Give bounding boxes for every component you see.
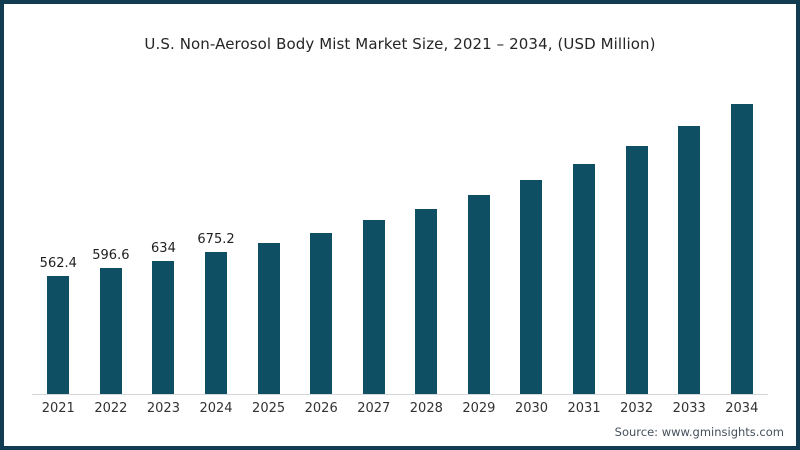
chart-title: U.S. Non-Aerosol Body Mist Market Size, … [144,35,656,53]
x-tick-label: 2028 [409,401,443,416]
bar [47,275,70,394]
x-axis: 2021 2022 2023 2024 2025 2026 2027 2028 2029 2030… [32,395,768,416]
x-tick-label: 2023 [146,401,180,416]
bar [362,220,385,394]
bar-column: 675.2 [190,232,243,394]
x-tick-label: 2021 [41,401,75,416]
bar-column: 634 [137,240,190,394]
x-tick-label: 2026 [304,401,338,416]
bar-column [558,144,611,394]
bar-value-label: 596.6 [92,248,130,264]
x-tick-label: 2027 [357,401,391,416]
x-tick-label: 2030 [514,401,549,416]
x-tick-label: 2032 [620,401,654,416]
bar [415,208,438,394]
bar-value-label: 675.2 [197,231,235,247]
x-tick-label: 2025 [252,401,286,416]
plot-area: 562.4 596.6 634 675.2 [32,95,768,395]
bar-column [610,126,663,394]
bar-value-label: 634 [151,240,176,256]
bar-column [242,223,295,394]
x-tick-label: 2029 [462,401,496,416]
bar-column: 562.4 [32,256,85,394]
bar [257,242,280,394]
bar [99,268,122,394]
bar [573,164,596,394]
bar [678,126,701,394]
x-tick-label: 2034 [725,401,759,416]
bar-column [295,213,348,394]
bar-column [716,84,769,394]
bar-column [453,175,506,394]
bar-value-label: 562.4 [39,255,77,271]
bar-column [505,160,558,394]
bar-column [663,106,716,394]
bar [310,232,333,394]
x-tick-label: 2022 [94,401,128,416]
source-attribution: Source: www.gminsights.com [614,425,784,439]
bar [520,179,543,394]
bar-column: 596.6 [85,248,138,394]
bar [205,251,228,394]
bar [152,260,175,394]
x-tick-label: 2033 [672,401,706,416]
bar-chart: 562.4 596.6 634 675.2 2021 2022 2023 2024 2025 2… [32,95,768,416]
bar [625,146,648,394]
x-tick-label: 2024 [199,401,233,416]
bar-column [400,189,453,394]
bar [467,195,490,394]
x-tick-label: 2031 [567,401,601,416]
bar-column [347,200,400,394]
bar [730,103,753,394]
